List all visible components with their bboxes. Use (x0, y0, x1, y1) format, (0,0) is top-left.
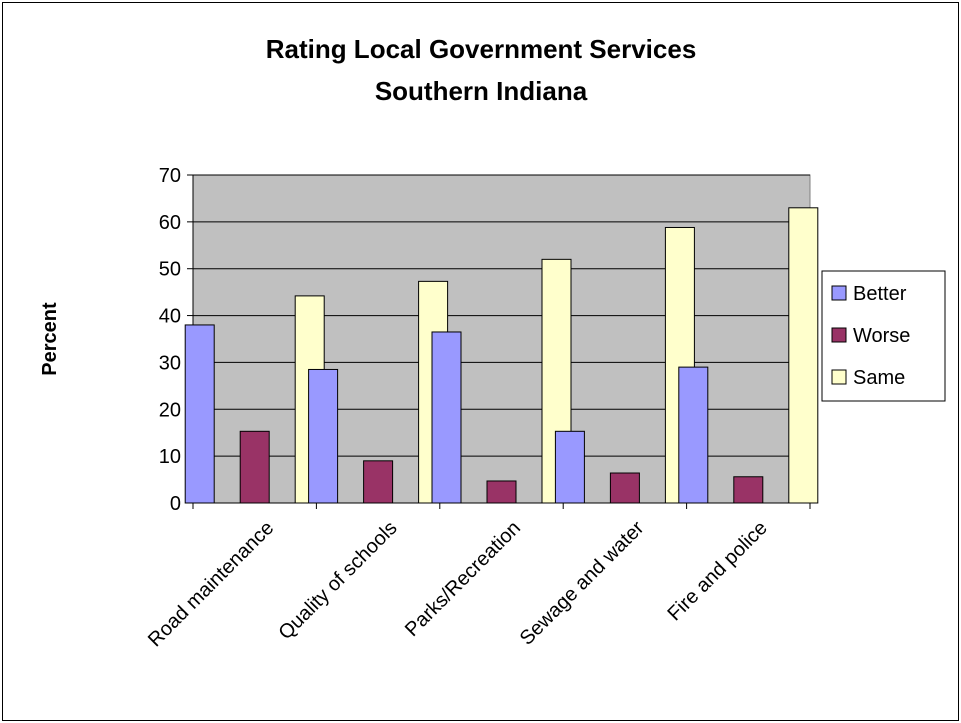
legend-label-same: Same (853, 367, 905, 389)
legend-label-worse: Worse (853, 325, 910, 347)
x-category-label: Road maintenance (144, 517, 278, 651)
y-tick-label: 30 (159, 352, 181, 374)
x-category-label: Fire and police (664, 517, 772, 625)
bar-worse (486, 480, 517, 504)
y-tick-label: 0 (170, 493, 181, 515)
bar-better (308, 368, 339, 504)
legend: Better Worse Same (821, 270, 946, 402)
chart-subtitle: Southern Indiana (375, 76, 588, 106)
x-category-label: Quality of schools (274, 517, 401, 644)
bar-worse (363, 460, 394, 504)
bar-better (431, 331, 462, 504)
y-tick-label: 10 (159, 446, 181, 468)
chart-title: Rating Local Government Services (266, 34, 697, 64)
y-tick-label: 40 (159, 306, 181, 328)
y-tick-label: 20 (159, 399, 181, 421)
legend-label-better: Better (853, 283, 907, 305)
y-tick-label: 60 (159, 212, 181, 234)
y-tick-label: 70 (159, 165, 181, 187)
chart-svg: Rating Local Government Services Souther… (39, 34, 946, 651)
x-category-label: Sewage and water (516, 517, 649, 650)
bar-worse (609, 472, 640, 504)
bar-worse (733, 476, 764, 504)
bar-same (788, 207, 819, 504)
bar-better (678, 366, 709, 504)
legend-swatch-better (831, 285, 847, 301)
bar-worse (239, 430, 270, 504)
legend-swatch-worse (831, 327, 847, 343)
bar-better (554, 430, 585, 504)
plot-background (192, 174, 811, 504)
x-category-label: Parks/Recreation (401, 517, 525, 641)
y-axis-label: Percent (39, 302, 61, 376)
legend-swatch-same (831, 369, 847, 385)
y-tick-label: 50 (159, 259, 181, 281)
bar-better (184, 324, 215, 504)
